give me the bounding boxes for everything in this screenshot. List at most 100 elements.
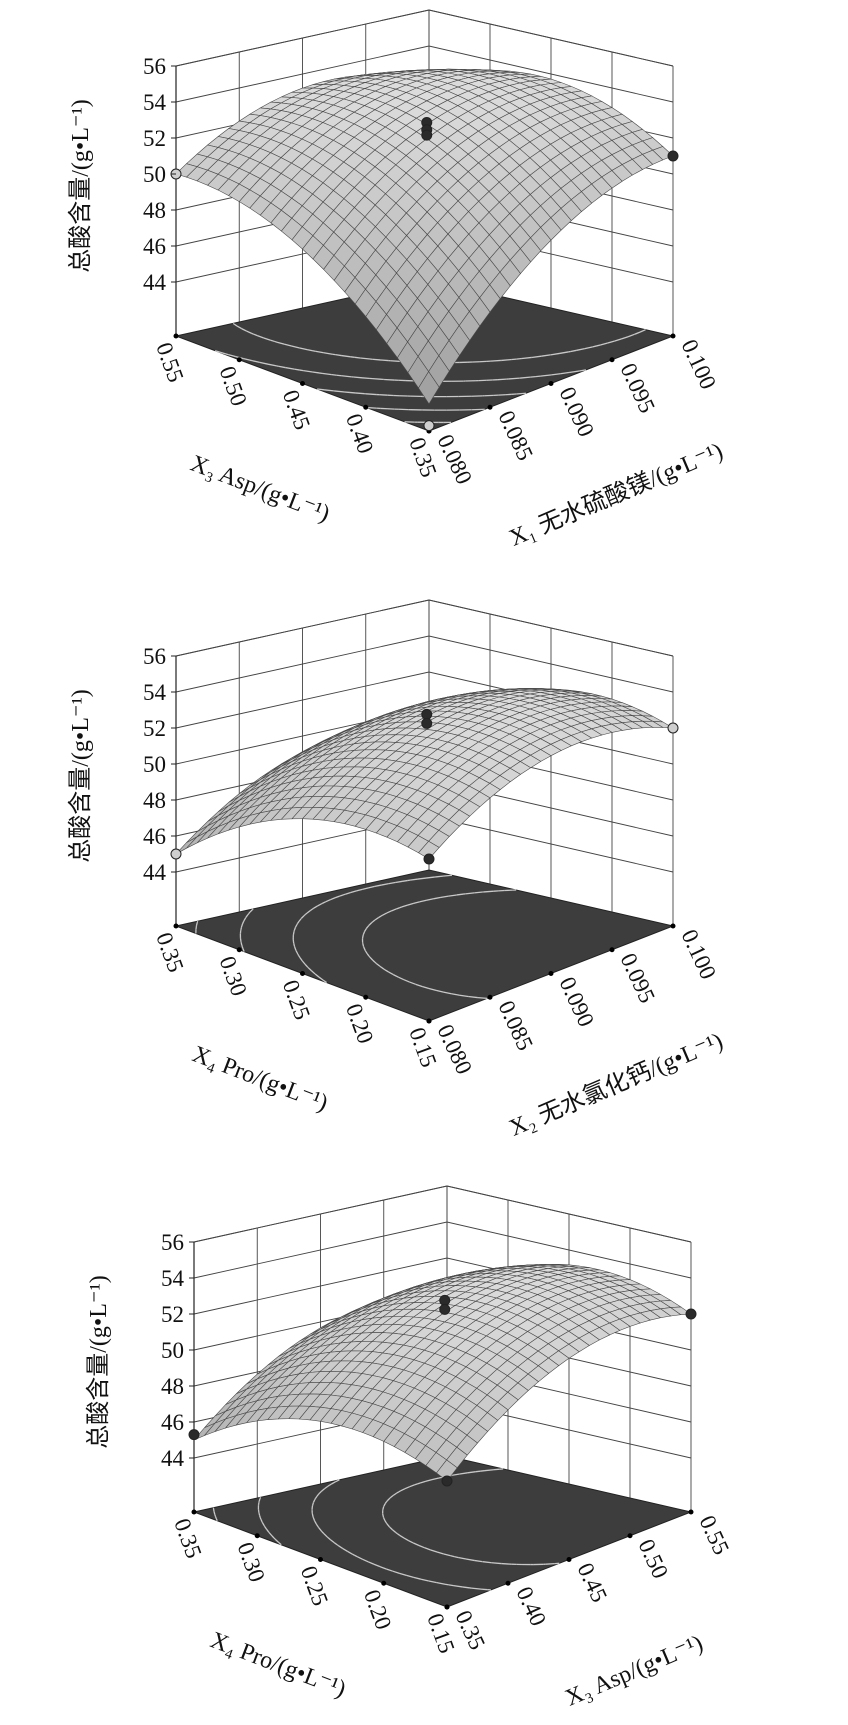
contour-segment [398, 1490, 401, 1493]
contour-segment [299, 369, 304, 372]
contour-segment [424, 1547, 431, 1551]
contour-segment [318, 976, 324, 981]
x-left-axis-title: X₄ Pro/(g•L⁻¹) [207, 1627, 349, 1702]
contour-segment [245, 914, 249, 919]
z-tick-label: 52 [143, 716, 166, 741]
contour-segment [351, 1553, 355, 1556]
contour-segment [299, 347, 308, 351]
contour-segment [240, 927, 243, 930]
x-left-tick-mark [318, 1557, 323, 1562]
x-right-axis-title: X₃ Asp/(g•L⁻¹) [562, 1630, 707, 1711]
contour-segment [322, 901, 327, 904]
contour-segment [368, 922, 373, 926]
contour-segment [395, 880, 403, 884]
contour-segment [366, 926, 369, 929]
contour-segment [335, 1479, 340, 1483]
x-right-tick-mark [566, 1557, 572, 1562]
contour-segment [268, 1532, 273, 1537]
contour-segment [274, 1538, 279, 1543]
design-point [423, 853, 435, 865]
contour-segment [453, 1585, 463, 1588]
contour-segment [263, 337, 271, 341]
contour-segment [382, 1513, 385, 1518]
contour-segment [311, 1513, 314, 1518]
z-tick-label: 48 [143, 788, 166, 813]
contour-segment [392, 974, 399, 978]
design-point [685, 1308, 697, 1320]
contour-segment [372, 919, 376, 923]
contour-segment [305, 912, 308, 915]
design-point [667, 722, 679, 734]
contour-segment [317, 1526, 322, 1531]
contour-segment [462, 1586, 471, 1589]
z-axis-title: 总酸含量/(g•L⁻¹) [85, 1275, 112, 1449]
x-left-tick-label: 0.25 [296, 1563, 333, 1609]
contour-segment [214, 1515, 217, 1519]
contour-segment [375, 962, 381, 967]
contour-segment [362, 931, 366, 935]
contour-segment [390, 1494, 394, 1498]
contour-segment [383, 1503, 386, 1507]
contour-segment [299, 957, 303, 962]
contour-segment [403, 979, 410, 983]
x-left-axis-title: X₄ Pro/(g•L⁻¹) [189, 1041, 331, 1116]
z-tick-label: 44 [143, 860, 167, 885]
contour-segment [369, 956, 374, 961]
contour-segment [419, 899, 427, 903]
contour-segment [241, 921, 245, 925]
contour-segment [551, 373, 561, 376]
contour-segment [389, 1526, 393, 1531]
contour-segment [386, 1497, 391, 1502]
contour-segment [579, 369, 587, 372]
contour-segment [452, 1473, 460, 1476]
contour-segment [448, 894, 457, 897]
contour-segment [294, 923, 298, 928]
contour-segment [246, 330, 253, 335]
z-tick-label: 52 [143, 126, 166, 151]
contour-segment [347, 1550, 353, 1555]
contour-segment [550, 352, 560, 356]
x-left-tick-mark [236, 357, 242, 363]
contour-segment [435, 875, 444, 878]
contour-segment [407, 902, 414, 906]
z-tick-label: 50 [161, 1338, 184, 1363]
wall-gridline-horizontal [175, 9, 674, 67]
contour-segment [374, 916, 379, 921]
contour-segment [249, 908, 254, 913]
x-left-tick-mark [444, 1604, 450, 1610]
contour-segment [323, 1533, 328, 1538]
contour-segment [442, 874, 453, 877]
contour-segment [270, 339, 275, 343]
contour-segment [278, 365, 286, 369]
contour-segment [220, 351, 229, 356]
contour-segment [440, 895, 449, 899]
contour-segment [304, 963, 309, 968]
contour-segment [362, 943, 365, 947]
contour-segment [392, 1492, 398, 1497]
x-left-tick-label: 0.40 [341, 410, 378, 456]
contour-segment [592, 345, 597, 348]
contour-segment [385, 1521, 388, 1525]
contour-segment [214, 350, 222, 354]
z-tick-label: 50 [143, 752, 166, 777]
contour-segment [331, 373, 337, 376]
contour-segment [458, 1556, 467, 1560]
contour-segment [326, 1536, 329, 1539]
contour-segment [311, 349, 316, 352]
z-tick-label: 52 [161, 1302, 184, 1327]
x-right-tick-label: 0.55 [694, 1512, 734, 1559]
contour-segment [399, 1534, 405, 1539]
contour-segment [418, 1544, 425, 1549]
surface-facet [418, 840, 440, 860]
contour-segment [454, 1556, 459, 1559]
contour-segment [459, 994, 469, 998]
x-right-tick-label: 0.50 [633, 1535, 673, 1582]
contour-segment [404, 1486, 410, 1490]
contour-segment [545, 1562, 555, 1565]
contour-segment [259, 1517, 262, 1520]
z-tick-label: 56 [143, 644, 166, 669]
contour-segment [258, 1513, 261, 1516]
contour-segment [366, 953, 370, 957]
contour-segment [232, 322, 238, 327]
